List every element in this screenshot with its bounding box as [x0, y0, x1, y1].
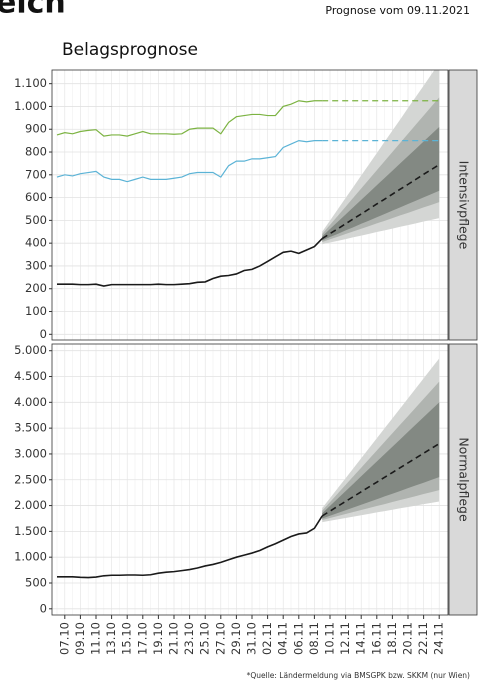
x-tick-label: 31.10 [245, 622, 259, 655]
forecast-band [322, 126, 440, 241]
y-tick-label: 1.100 [14, 76, 47, 90]
forecast-line [321, 442, 440, 517]
y-tick-label: 600 [25, 190, 47, 204]
facet-label: Intensivpflege [457, 161, 472, 250]
y-tick-label: 800 [25, 145, 47, 159]
observed-line [56, 100, 323, 137]
x-tick-label: 20.11 [401, 622, 415, 655]
y-tick-label: 3.000 [14, 446, 47, 460]
x-tick-label: 16.11 [369, 622, 383, 655]
y-tick-label: 900 [25, 122, 47, 136]
forecast-line [321, 163, 440, 240]
y-tick-label: 400 [25, 236, 47, 250]
y-tick-label: 500 [25, 575, 47, 589]
facet-strip [448, 69, 478, 341]
y-tick-label: 1.500 [14, 524, 47, 538]
forecast-band [322, 97, 440, 243]
y-tick-label: 4.000 [14, 395, 47, 409]
x-tick-label: 19.10 [151, 622, 165, 655]
y-tick-label: 5.000 [14, 343, 47, 357]
chart-title: Belagsprognose [62, 40, 198, 60]
y-tick-label: 4.500 [14, 369, 47, 383]
forecast-date: Prognose vom 09.11.2021 [325, 4, 470, 17]
x-tick-label: 06.11 [291, 622, 305, 655]
y-tick-label: 2.000 [14, 498, 47, 512]
y-tick-label: 3.500 [14, 421, 47, 435]
x-tick-label: 24.11 [432, 622, 446, 655]
y-tick-label: 0 [40, 327, 47, 341]
forecast-band [322, 402, 440, 519]
source-note: *Quelle: Ländermeldung via BMSGPK bzw. S… [247, 671, 470, 680]
y-tick-label: 700 [25, 167, 47, 181]
y-tick-label: 100 [25, 304, 47, 318]
panel-border [51, 343, 449, 616]
y-tick-label: 1.000 [14, 99, 47, 113]
x-tick-label: 27.10 [213, 622, 227, 655]
x-tick-label: 15.10 [120, 622, 134, 655]
page-title: eich [0, 0, 66, 21]
facet-strip [448, 343, 478, 616]
panel-border [51, 69, 449, 341]
x-tick-label: 11.10 [89, 622, 103, 655]
x-tick-label: 10.11 [323, 622, 337, 655]
y-tick-label: 2.500 [14, 472, 47, 486]
x-tick-label: 04.11 [276, 622, 290, 655]
facet-label: Normalpflege [457, 437, 472, 522]
x-tick-label: 22.11 [416, 622, 430, 655]
x-tick-label: 23.10 [182, 622, 196, 655]
observed-line [57, 515, 323, 579]
x-tick-label: 21.10 [167, 622, 181, 655]
y-tick-label: 0 [40, 601, 47, 615]
y-tick-label: 200 [25, 281, 47, 295]
y-tick-label: 500 [25, 213, 47, 227]
plot-area [57, 358, 440, 579]
x-tick-label: 14.11 [354, 622, 368, 655]
y-tick-label: 300 [25, 258, 47, 272]
observed-line [57, 238, 323, 287]
x-tick-label: 29.10 [229, 622, 243, 655]
x-tick-label: 18.11 [385, 622, 399, 655]
x-tick-label: 09.10 [73, 622, 87, 655]
x-tick-label: 12.11 [338, 622, 352, 655]
x-tick-label: 13.10 [104, 622, 118, 655]
x-tick-label: 07.10 [57, 622, 71, 655]
observed-line [56, 140, 323, 183]
x-tick-label: 25.10 [198, 622, 212, 655]
plot-area [56, 70, 440, 287]
x-tick-label: 08.11 [307, 622, 321, 655]
x-tick-label: 02.11 [260, 622, 274, 655]
x-tick-label: 17.10 [135, 622, 149, 655]
y-tick-label: 1.000 [14, 550, 47, 564]
